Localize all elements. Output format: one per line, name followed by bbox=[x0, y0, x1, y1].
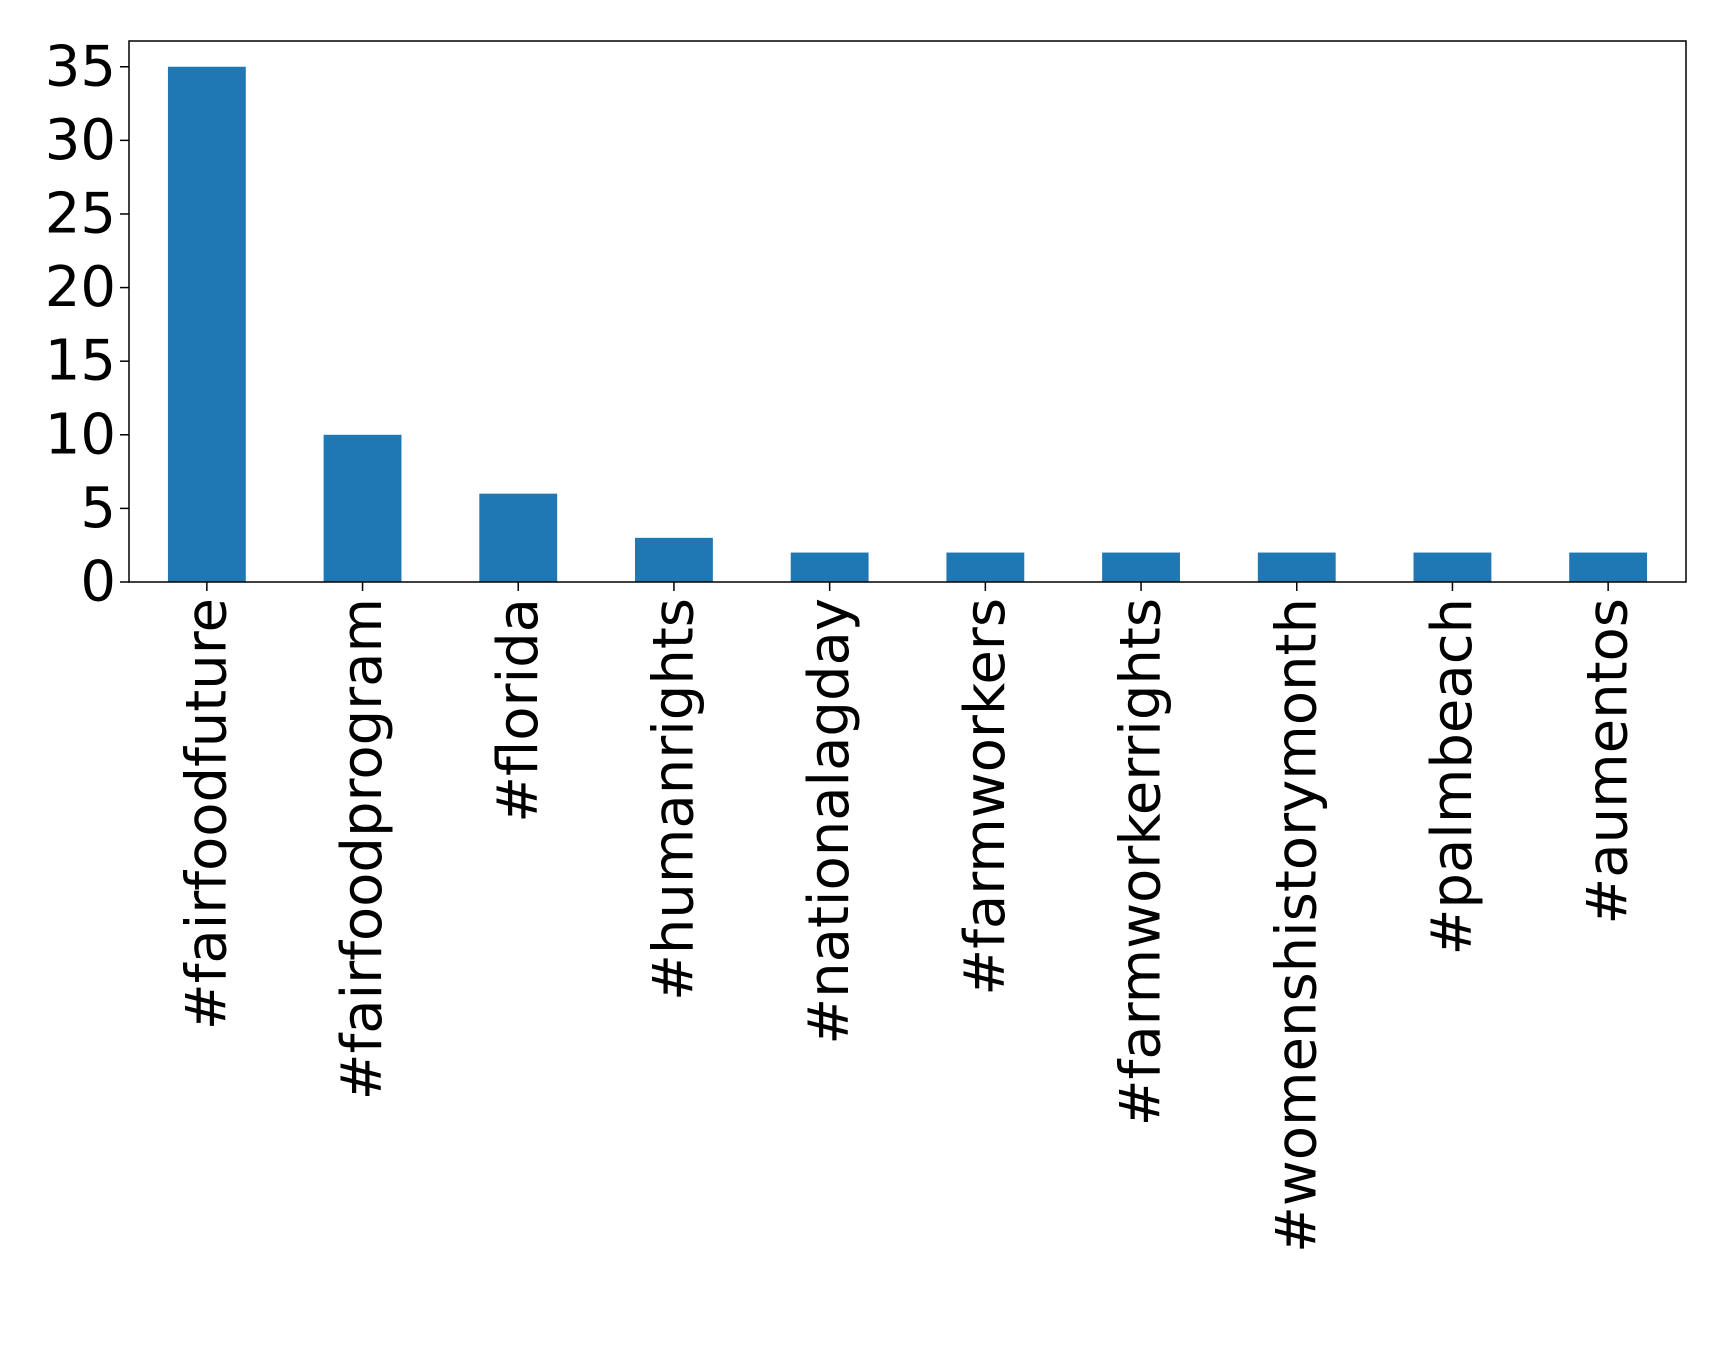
y-tick-label-5: 25 bbox=[45, 181, 116, 246]
y-tick-label-6: 30 bbox=[45, 108, 116, 173]
x-tick-label-8: #palmbeach bbox=[1420, 598, 1485, 956]
bar-6 bbox=[1102, 552, 1180, 582]
bar-4 bbox=[790, 552, 869, 582]
x-tick-label-2: #florida bbox=[486, 598, 551, 823]
x-axis: #fairfoodfuture #fairfoodprogram #florida #… bbox=[174, 582, 1641, 1253]
x-tick-label-1: #fairfoodprogram bbox=[330, 598, 395, 1100]
x-tick-label-3: #humanrights bbox=[641, 598, 706, 1001]
y-tick-label-1: 5 bbox=[80, 476, 116, 541]
bar-9 bbox=[1569, 552, 1648, 582]
bar-3 bbox=[635, 537, 713, 582]
x-tick-label-6: #farmworkerrights bbox=[1109, 598, 1174, 1126]
y-tick-label-3: 15 bbox=[45, 329, 116, 394]
x-tick-label-4: #nationalagday bbox=[797, 598, 862, 1045]
bar-5 bbox=[946, 552, 1025, 582]
bars-group bbox=[167, 66, 1648, 582]
bar-1 bbox=[323, 434, 402, 582]
y-tick-label-7: 35 bbox=[45, 34, 116, 99]
bar-0 bbox=[167, 66, 246, 582]
x-tick-label-9: #aumentos bbox=[1576, 598, 1641, 925]
y-tick-label-4: 20 bbox=[45, 255, 116, 320]
x-tick-label-5: #farmworkers bbox=[953, 598, 1018, 996]
bar-7 bbox=[1257, 552, 1336, 582]
x-tick-label-7: #womenshistorymonth bbox=[1264, 598, 1329, 1253]
bar-2 bbox=[479, 493, 558, 582]
bar-8 bbox=[1413, 552, 1492, 582]
y-tick-label-2: 10 bbox=[45, 402, 116, 467]
x-tick-label-0: #fairfoodfuture bbox=[174, 598, 239, 1030]
plot-frame bbox=[128, 40, 1687, 583]
y-tick-label-0: 0 bbox=[80, 550, 116, 615]
y-axis: 0 5 10 15 20 25 30 35 bbox=[45, 34, 129, 615]
